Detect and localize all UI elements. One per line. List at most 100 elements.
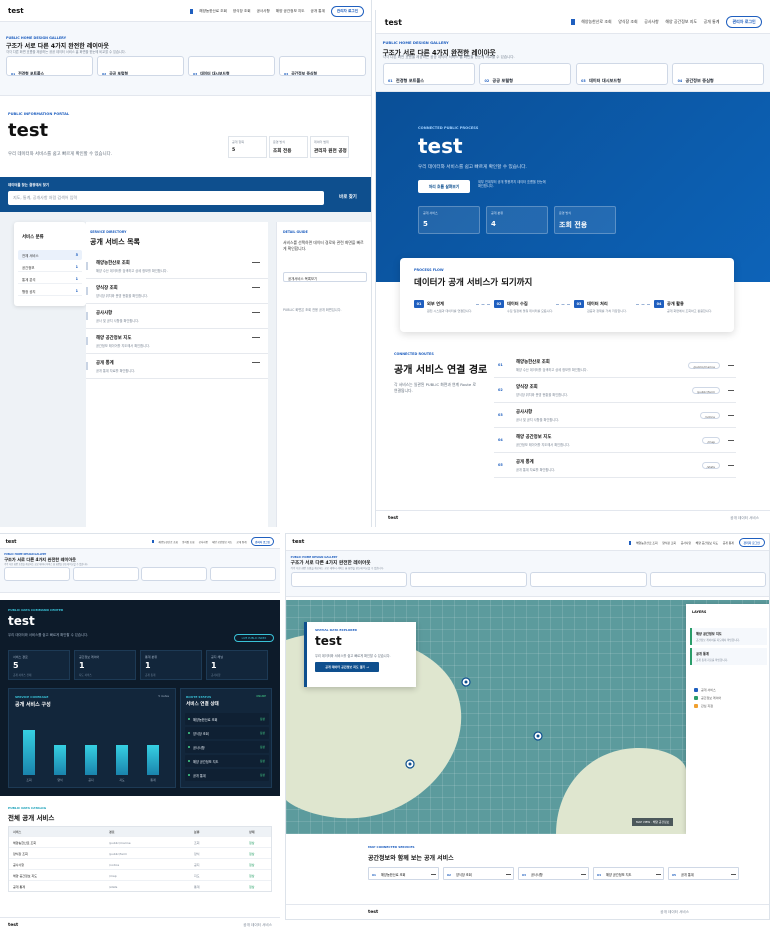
admin-button[interactable]: 관리자 로그인 (738, 538, 765, 548)
route-item[interactable]: 02 양식장 조회 양식장 위치와 운영 현황을 확인합니다. /public/far… (494, 380, 736, 403)
cell-path: /public/marine (109, 841, 131, 845)
x-tick-label: 지도 (119, 778, 125, 782)
directory-label: SERVICE DIRECTORY (90, 230, 127, 234)
flow-step: 03 데이터 처리 검증과 정제를 거쳐 저장합니다. (574, 300, 648, 324)
status-state: 정상 (259, 772, 265, 777)
live-button[interactable]: LIVE PUBLIC INDEX (234, 634, 274, 642)
service-item[interactable]: 해양농한산로 조회 해양 수산 데이터를 검색하고 상세 정보를 확인합니다. (86, 256, 268, 279)
category-row[interactable]: 전체 서비스 5 (18, 250, 82, 260)
service-tile[interactable]: 05 공개 통계 (668, 867, 739, 880)
service-tile[interactable]: 04 해양 공간정보 지도 (593, 867, 664, 880)
category-row[interactable]: 공간정보 1 (18, 262, 82, 272)
layout-portal: test 해양농한산로 조회 양식장 조회 공사사항 해양 공간정보 지도 공개 통계 관리… (0, 0, 372, 527)
nav-link[interactable]: 해양농한산로 조회 (636, 540, 658, 545)
guide-select[interactable]: 공개서비스 목록보기 (283, 272, 367, 282)
nav-link[interactable]: 공사사항 (198, 540, 208, 544)
service-item[interactable]: 공사사항 공사 및 공지 사항을 확인합니다. (86, 306, 268, 329)
admin-button[interactable]: 관리자 로그인 (726, 15, 763, 29)
nav-icon (629, 540, 632, 545)
stat-card: 공지 채널 1 공사사항 (206, 650, 268, 680)
nav-link[interactable]: 양식장 조회 (618, 19, 638, 25)
arrow-icon (728, 365, 734, 367)
stat-note: 공개 통계 (145, 674, 156, 677)
search-button[interactable]: 바로 찾기 (339, 195, 357, 200)
layer-item[interactable]: 해양 공간정보 지도 공간정보 레이어를 지도에서 확인합니다. (690, 628, 767, 645)
map-button[interactable]: 공개 데이터 공간정보 지도 열기 → (315, 662, 379, 672)
service-name: 해양 공간정보 지도 (96, 336, 132, 341)
nav-link[interactable]: 양식장 조회 (182, 540, 195, 544)
nav-link[interactable]: 공사사항 (256, 8, 270, 13)
nav-link[interactable]: 공개 통계 (310, 8, 325, 13)
flow-step: 04 공개 활용 공개 화면에서 조회하고 활용합니다. (654, 300, 728, 324)
nav-link[interactable]: 해양농한산로 조회 (158, 540, 178, 544)
service-tile[interactable]: 03 공사사항 (518, 867, 589, 880)
table-row: 해양농한산로 조회/public/marine 조회 정상 (9, 836, 271, 847)
nav-link[interactable]: 해양 공간정보 지도 (275, 8, 305, 13)
service-item[interactable]: 해양 공간정보 지도 공간정보 레이어를 지도에서 확인합니다. (86, 331, 268, 354)
directory-title: 공개 서비스 목록 (90, 238, 140, 246)
service-name: 양식장 조회 (193, 731, 209, 736)
nav-link[interactable]: 공사사항 (680, 540, 691, 545)
route-number: 02 (498, 388, 503, 392)
layer-item[interactable]: 공개 통계 공개 통계 자료를 확인합니다. (690, 648, 767, 665)
nav-link[interactable]: 해양 공간정보 지도 (695, 540, 719, 545)
card-number: 02 (484, 79, 490, 84)
gallery-subtitle: 각각 다른 화면 흐름을 제공하는 공공 데이터 서비스 홈 화면을 한눈에 비… (290, 567, 385, 571)
hero-subtitle: 우리 데이터와 서비스를 쉽고 빠르게 확인할 수 있습니다. (8, 633, 89, 637)
route-item[interactable]: 03 공사사항 공사 및 공지 사항을 확인합니다. /notice (494, 405, 736, 428)
stat-label: 통계 분류 (145, 655, 157, 659)
nav-link[interactable]: 공개 통계 (236, 540, 247, 544)
stat-value: 조회 전용 (559, 221, 588, 229)
arrow-icon (728, 390, 734, 392)
nav-link[interactable]: 양식장 조회 (662, 540, 677, 545)
cell-path: /stats (109, 885, 118, 889)
service-tile[interactable]: 01 해양농한산로 조회 (368, 867, 439, 880)
service-item[interactable]: 공개 통계 공개 통계 자료를 확인합니다. (86, 356, 268, 379)
nav-link[interactable]: 공사사항 (644, 19, 659, 25)
category-row[interactable]: 통계 분석 1 (18, 274, 82, 284)
route-item[interactable]: 05 공개 통계 공개 통계 자료를 확인합니다. /stats (494, 455, 736, 478)
legend-swatch (694, 696, 698, 700)
status-dot (188, 746, 190, 748)
nav-link[interactable]: 공개 통계 (722, 540, 734, 545)
nav-link[interactable]: 공개 통계 (703, 19, 720, 25)
step-title: 외부 연계 (427, 301, 444, 306)
admin-button[interactable]: 관리자 로그인 (250, 537, 275, 547)
service-tile[interactable]: 02 양식장 조회 (443, 867, 514, 880)
nav-link[interactable]: 해양농한산로 조회 (581, 19, 612, 25)
cell-state: 정상 (249, 874, 255, 878)
service-item[interactable]: 양식장 조회 양식장 위치와 운영 현황을 확인합니다. (86, 281, 268, 304)
hero-button[interactable]: 처리 흐름 살펴보기 (418, 180, 470, 193)
item-marker (86, 312, 88, 320)
admin-button[interactable]: 관리자 로그인 (330, 5, 364, 17)
nav-link[interactable]: 양식장 조회 (232, 8, 251, 13)
search-input[interactable]: 지도, 통계, 공개사항 처럼 검색어 입력 (8, 191, 324, 205)
stat-card: 통계 분류 1 공개 통계 (140, 650, 202, 680)
nav-link[interactable]: 해양 공간정보 지도 (665, 19, 697, 25)
category-row[interactable]: 행정 공지 1 (18, 286, 82, 296)
nav-link[interactable]: 해양농한산로 조회 (199, 8, 227, 13)
nav-link[interactable]: 해양 공간정보 지도 (212, 540, 233, 544)
route-item[interactable]: 01 해양농한산로 조회 해양 수산 데이터를 검색하고 상세 정보를 확인합니다.… (494, 355, 736, 378)
stat-label: 서비스 경로 (13, 655, 28, 659)
step-desc: 수집 일정에 맞춰 데이터를 모읍니다. (507, 309, 554, 313)
x-tick-label: 조회 (26, 778, 32, 782)
route-item[interactable]: 04 해양 공간정보 지도 공간정보 레이어를 지도에서 확인합니다. /map (494, 430, 736, 453)
coverage-panel: SERVICE COVERAGE 공개 서비스 구성 5 routes 조회 양식 공지 지… (8, 688, 176, 788)
